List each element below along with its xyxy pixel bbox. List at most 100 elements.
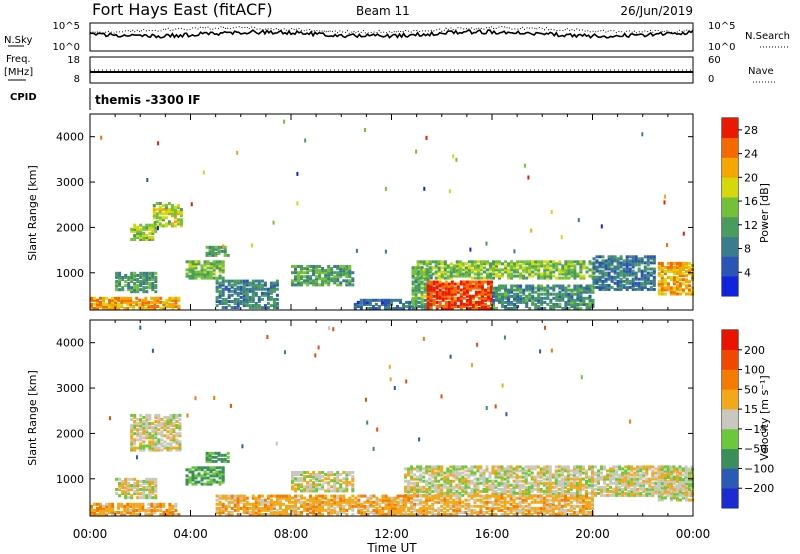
- data-cell: [154, 286, 158, 290]
- data-cell: [600, 471, 603, 475]
- data-cell: [630, 489, 634, 493]
- data-cell: [657, 272, 661, 276]
- data-cell: [440, 498, 444, 502]
- data-cell: [345, 513, 349, 516]
- data-cell: [224, 508, 228, 512]
- data-cell: [169, 444, 173, 448]
- data-cell: [135, 513, 139, 516]
- data-cell: [177, 513, 181, 516]
- data-cell: [572, 469, 576, 473]
- data-cell: [616, 275, 620, 279]
- data-cell: [563, 489, 567, 493]
- data-cell: [545, 487, 549, 491]
- data-cell: [566, 471, 570, 475]
- data-cell: [351, 471, 355, 474]
- data-cell: [248, 502, 252, 506]
- data-cell: [685, 270, 688, 273]
- data-cell: [129, 305, 133, 308]
- data-cell: [438, 302, 442, 306]
- data-cell: [519, 260, 523, 264]
- data-cell: [351, 506, 355, 510]
- data-cell: [458, 465, 462, 469]
- data-cell: [567, 296, 571, 300]
- data-cell: [156, 504, 160, 508]
- data-cell: [652, 287, 656, 291]
- data-cell: [669, 290, 673, 294]
- data-cell: [294, 508, 297, 512]
- data-cell: [336, 489, 340, 493]
- data-cell: [356, 300, 360, 304]
- data-cell: [224, 287, 228, 291]
- data-cell: [145, 271, 149, 275]
- data-cell: [468, 302, 472, 306]
- data-cell: [129, 296, 133, 300]
- data-cell: [507, 302, 511, 306]
- data-cell: [145, 444, 149, 448]
- data-cell: [144, 508, 148, 512]
- data-cell: [263, 500, 267, 504]
- data-cell: [230, 283, 234, 287]
- data-cell: [681, 261, 685, 265]
- data-cell: [467, 479, 471, 483]
- data-cell: [431, 511, 435, 514]
- data-cell: [423, 276, 427, 280]
- data-cell: [627, 465, 631, 469]
- data-cell: [585, 483, 588, 487]
- data-cell: [624, 491, 628, 495]
- data-cell: [203, 260, 207, 264]
- data-cell: [681, 282, 685, 286]
- data-cell: [528, 260, 532, 264]
- data-cell: [148, 238, 152, 241]
- data-cell: [437, 498, 441, 502]
- data-cell: [194, 264, 198, 268]
- data-cell: [139, 428, 143, 432]
- data-cell: [99, 513, 102, 516]
- data-cell: [476, 469, 480, 473]
- data-cell: [154, 432, 158, 436]
- data-cell: [464, 511, 468, 514]
- data-cell: [339, 479, 343, 483]
- scatter-cell: [250, 243, 253, 248]
- data-cell: [339, 273, 343, 277]
- data-cell: [148, 446, 152, 450]
- data-cell: [634, 281, 638, 285]
- data-cell: [600, 489, 603, 493]
- data-cell: [393, 498, 397, 502]
- data-cell: [339, 502, 343, 506]
- data-cell: [579, 274, 583, 278]
- data-cell: [413, 481, 417, 485]
- data-cell: [633, 473, 637, 477]
- data-cell: [633, 471, 637, 475]
- data-cell: [123, 298, 127, 302]
- data-cell: [591, 467, 594, 471]
- data-cell: [230, 306, 234, 310]
- data-cell: [473, 268, 477, 272]
- data-cell: [423, 282, 427, 286]
- data-cell: [330, 271, 334, 275]
- data-cell: [545, 489, 549, 493]
- data-cell: [362, 302, 366, 306]
- data-cell: [456, 286, 460, 290]
- data-cell: [456, 282, 460, 286]
- data-cell: [224, 504, 228, 508]
- data-cell: [633, 467, 637, 471]
- data-cell: [348, 506, 352, 510]
- data-cell: [506, 494, 510, 498]
- data-cell: [595, 265, 599, 269]
- data-cell: [578, 471, 582, 475]
- data-cell: [646, 273, 650, 277]
- data-cell: [413, 506, 417, 510]
- data-cell: [133, 234, 137, 237]
- data-cell: [534, 302, 538, 306]
- data-cell: [627, 467, 631, 471]
- data-cell: [504, 284, 508, 288]
- data-cell: [597, 471, 600, 475]
- data-cell: [294, 265, 297, 268]
- data-cell: [145, 494, 149, 498]
- data-cell: [643, 279, 647, 283]
- data-cell: [399, 508, 403, 512]
- data-cell: [515, 491, 519, 495]
- data-cell: [573, 260, 577, 264]
- data-cell: [371, 298, 375, 302]
- data-cell: [203, 470, 207, 474]
